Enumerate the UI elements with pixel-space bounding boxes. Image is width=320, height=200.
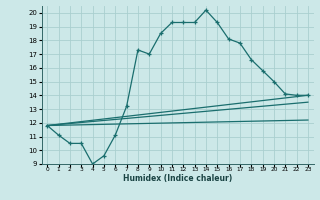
X-axis label: Humidex (Indice chaleur): Humidex (Indice chaleur) [123, 174, 232, 183]
